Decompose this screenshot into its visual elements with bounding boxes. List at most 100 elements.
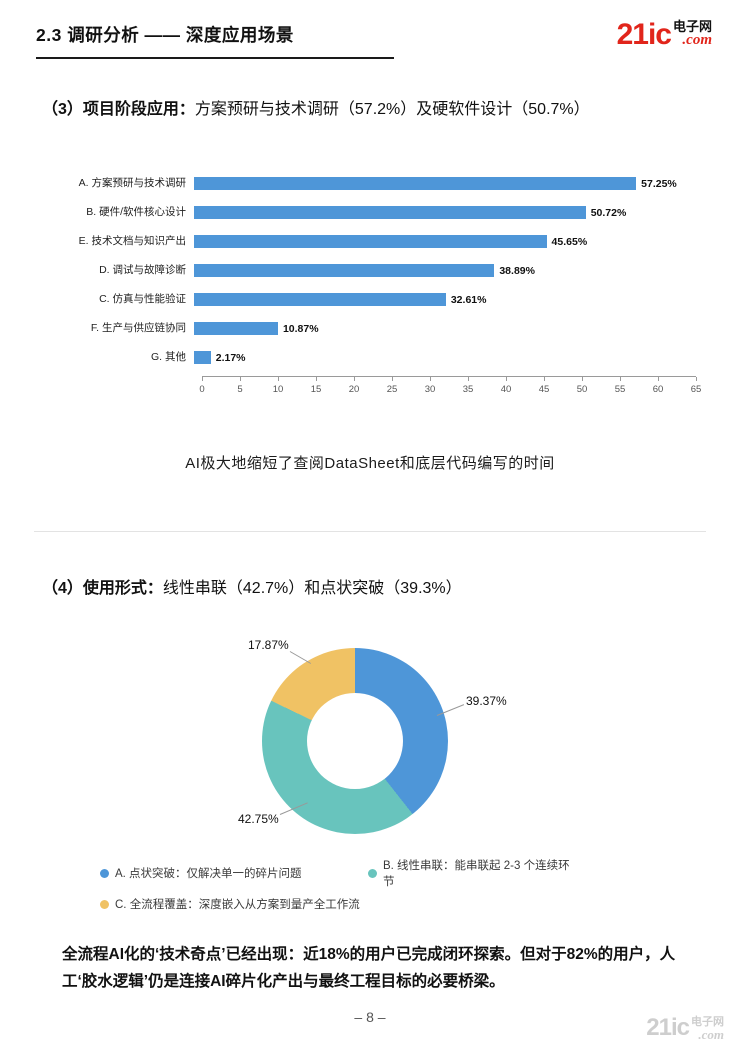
bar-track: 10.87% <box>194 322 696 335</box>
section-divider <box>34 531 706 532</box>
bar-category-label: B. 硬件/软件核心设计 <box>86 206 186 219</box>
bar-track: 38.89% <box>194 264 696 277</box>
axis-tick: 15 <box>311 377 327 395</box>
legend-dot <box>100 868 109 878</box>
watermark-brand-text: 21ic <box>646 1013 690 1041</box>
tick-label: 25 <box>386 384 398 395</box>
axis-tick: 45 <box>539 377 555 395</box>
legend-label: B. 线性串联：能串联起 2-3 个连续环节 <box>383 860 570 888</box>
tick-label: 50 <box>576 384 588 395</box>
axis-tick: 55 <box>615 377 631 395</box>
page-title: 2.3 调研分析 —— 深度应用场景 <box>36 25 294 45</box>
page-number: – 8 – <box>354 1009 386 1025</box>
pie-value-label: 42.75% <box>238 812 279 826</box>
21ic-logo: 21ic 电子网 .com <box>616 18 712 51</box>
tick-label: 65 <box>690 384 702 395</box>
legend-label: A. 点状突破：仅解决单一的碎片问题 <box>115 868 302 880</box>
tick-mark <box>620 377 621 381</box>
bar-value-label: 50.72% <box>590 206 627 219</box>
legend-item: A. 点状突破：仅解决单一的碎片问题 <box>100 857 368 889</box>
project-stage-bar-chart: A. 方案预研与技术调研 57.25% B. 硬件/软件核心设计 50.72% E. 技… <box>44 169 701 400</box>
legend-item: B. 线性串联：能串联起 2-3 个连续环节 <box>368 857 580 889</box>
bar-track: 45.65% <box>194 235 696 248</box>
axis-tick: 60 <box>653 377 669 395</box>
tick-mark <box>202 377 203 381</box>
bar-chart-rows: A. 方案预研与技术调研 57.25% B. 硬件/软件核心设计 50.72% E. 技… <box>44 169 696 372</box>
bar-value-label: 38.89% <box>499 264 535 277</box>
watermark-suffix-text: 电子网 <box>691 1015 724 1028</box>
bar-category-label: D. 调试与故障诊断 <box>99 264 186 277</box>
axis-tick: 20 <box>349 377 365 395</box>
watermark-right-column: 电子网 .com <box>691 1016 724 1041</box>
pie-value-label: 17.87% <box>248 638 289 652</box>
logo-suffix-text: 电子网 <box>672 19 712 34</box>
bar-row: C. 仿真与性能验证 32.61% <box>44 285 696 314</box>
bar-row: B. 硬件/软件核心设计 50.72% <box>44 198 696 227</box>
bar-row: D. 调试与故障诊断 38.89% <box>44 256 696 285</box>
bar-category-label: C. 仿真与性能验证 <box>99 293 186 306</box>
tick-label: 35 <box>462 384 474 395</box>
tick-mark <box>240 377 241 381</box>
bar-category-label: F. 生产与供应链协同 <box>90 322 186 335</box>
bar-row: G. 其他 2.17% <box>44 343 696 372</box>
tick-label: 40 <box>500 384 512 395</box>
tick-label: 45 <box>538 384 550 395</box>
tick-mark <box>582 377 583 381</box>
bar-row: E. 技术文档与知识产出 45.65% <box>44 227 696 256</box>
bar <box>194 293 446 306</box>
tick-mark <box>316 377 317 381</box>
tick-mark <box>696 377 697 381</box>
logo-right-column: 电子网 .com <box>672 19 712 49</box>
logo-brand-text: 21ic <box>616 18 672 51</box>
bar <box>194 206 586 219</box>
bar-value-label: 32.61% <box>450 293 487 306</box>
tick-mark <box>354 377 355 381</box>
legend-dot <box>100 899 109 909</box>
bar-category-label: A. 方案预研与技术调研 <box>78 177 186 190</box>
axis-tick: 25 <box>387 377 403 395</box>
bar-track: 57.25% <box>194 177 696 190</box>
bar-value-label: 57.25% <box>641 177 677 190</box>
bar-category-label: E. 技术文档与知识产出 <box>78 235 186 248</box>
bar-track: 32.61% <box>194 293 696 306</box>
usage-form-donut-chart: 39.37% 42.75% 17.87% <box>0 618 740 853</box>
section4-heading-label: （4）使用形式： <box>42 580 163 597</box>
tick-mark <box>506 377 507 381</box>
section3-heading: （3）项目阶段应用：方案预研与技术调研（57.2%）及硬软件设计（50.7%） <box>42 95 698 119</box>
bar-track: 50.72% <box>194 206 696 219</box>
donut-legend: A. 点状突破：仅解决单一的碎片问题 B. 线性串联：能串联起 2-3 个连续环… <box>100 857 580 912</box>
bar-chart-caption: AI极大地缩短了查阅DataSheet和底层代码编写的时间 <box>185 455 555 472</box>
tick-label: 5 <box>237 384 243 395</box>
axis-tick: 65 <box>691 377 707 395</box>
bar <box>194 235 547 248</box>
axis-tick: 40 <box>501 377 517 395</box>
axis-tick: 10 <box>273 377 289 395</box>
axis-tick: 0 <box>199 377 207 395</box>
donut-hole <box>307 693 403 789</box>
tick-label: 15 <box>310 384 322 395</box>
tick-mark <box>278 377 279 381</box>
legend-label: C. 全流程覆盖：深度嵌入从方案到量产全工作流 <box>115 899 360 911</box>
21ic-watermark: 21ic 电子网 .com <box>646 1013 724 1041</box>
legend-item: C. 全流程覆盖：深度嵌入从方案到量产全工作流 <box>100 896 368 912</box>
title-block: 2.3 调研分析 —— 深度应用场景 <box>36 22 394 59</box>
tick-label: 10 <box>272 384 284 395</box>
bar <box>194 351 211 364</box>
tick-mark <box>658 377 659 381</box>
bar-row: A. 方案预研与技术调研 57.25% <box>44 169 696 198</box>
bar-track: 2.17% <box>194 351 696 364</box>
bar <box>194 322 278 335</box>
axis-tick: 35 <box>463 377 479 395</box>
tick-label: 60 <box>652 384 664 395</box>
logo-domain-text: .com <box>682 32 712 49</box>
section3-heading-label: （3）项目阶段应用： <box>42 101 195 118</box>
tick-mark <box>468 377 469 381</box>
section4-heading: （4）使用形式：线性串联（42.7%）和点状突破（39.3%） <box>42 574 698 598</box>
bar-value-label: 10.87% <box>282 322 319 335</box>
bar-row: F. 生产与供应链协同 10.87% <box>44 314 696 343</box>
pie-value-label: 39.37% <box>466 694 507 708</box>
axis-tick: 30 <box>425 377 441 395</box>
tick-label: 0 <box>199 384 205 395</box>
legend-dot <box>368 868 377 878</box>
